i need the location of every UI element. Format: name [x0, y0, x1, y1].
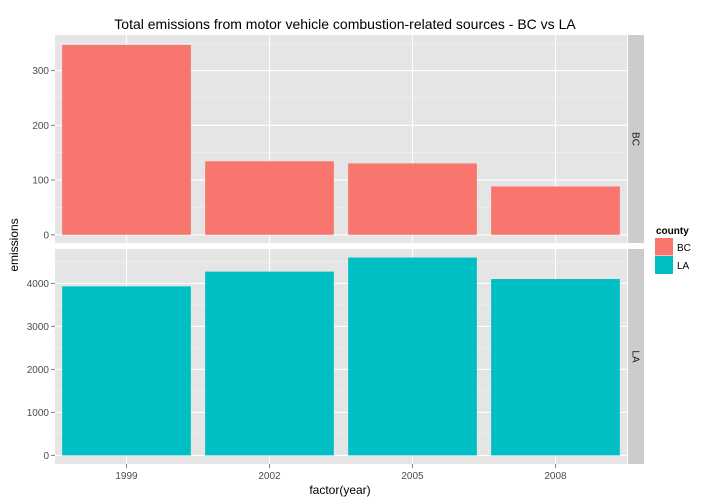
bar-bc-2002: [205, 161, 334, 235]
y-tick-label: 200: [32, 121, 49, 132]
y-tick-label: 4000: [27, 279, 50, 290]
bar-bc-2008: [491, 186, 620, 235]
y-tick-label: 0: [43, 230, 49, 241]
facet-strip-label: BC: [630, 132, 641, 146]
bar-la-2002: [205, 271, 334, 456]
y-tick-label: 100: [32, 176, 49, 187]
legend: county BC LA: [654, 226, 691, 275]
legend-swatch-la: [655, 256, 673, 274]
legend-swatch-bc: [655, 238, 673, 256]
bar-la-2008: [491, 279, 620, 456]
bar-bc-1999: [62, 44, 191, 235]
bar-bc-2005: [348, 163, 477, 235]
legend-title: county: [656, 226, 689, 237]
x-axis-title: factor(year): [309, 483, 370, 497]
y-tick-label: 1000: [27, 408, 50, 419]
x-tick-label: 2005: [401, 471, 424, 482]
bar-la-1999: [62, 286, 191, 456]
facet-strip-label: LA: [630, 350, 641, 363]
facet-strip: [628, 249, 644, 464]
y-axis-title: emissions: [7, 218, 21, 271]
facet-strip: [628, 35, 644, 243]
x-tick-label: 2002: [258, 471, 281, 482]
panel-la: 0 1000 2000 3000 4000 LA: [27, 249, 644, 464]
x-tick-label: 1999: [115, 471, 138, 482]
y-tick-label: 2000: [27, 365, 50, 376]
y-tick-label: 3000: [27, 322, 50, 333]
x-axis: 1999 2002 2005 2008: [115, 464, 567, 482]
panel-bc: 0 100 200 300 BC: [32, 35, 644, 243]
legend-label-la: LA: [677, 261, 690, 272]
y-tick-label: 300: [32, 66, 49, 77]
facet-panels: 0 100 200 300 BC 0 1000 2000 3000 4000 LA: [27, 35, 644, 464]
bar-la-2005: [348, 257, 477, 456]
legend-label-bc: BC: [677, 243, 691, 254]
x-tick-label: 2008: [544, 471, 567, 482]
y-tick-label: 0: [43, 451, 49, 462]
chart-title: Total emissions from motor vehicle combu…: [114, 16, 576, 32]
